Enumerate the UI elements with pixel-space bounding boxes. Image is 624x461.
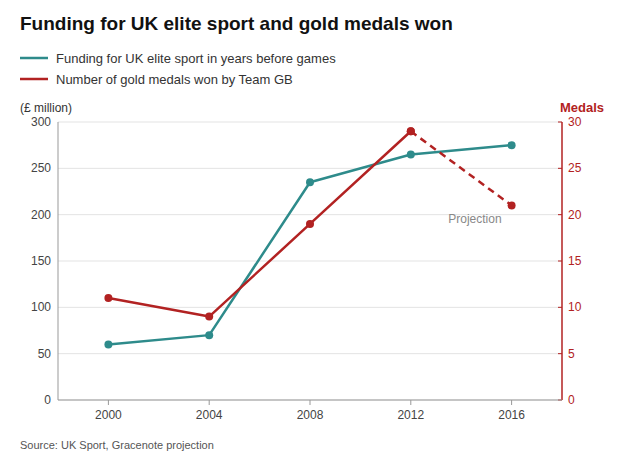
y2-tick <box>558 168 562 169</box>
series <box>104 127 414 320</box>
grid-line <box>58 307 562 308</box>
grid-line <box>58 122 562 123</box>
y-axis-line <box>58 122 59 400</box>
y2-tick <box>558 307 562 308</box>
y2-tick <box>558 214 562 215</box>
series-point <box>104 294 112 302</box>
series-point <box>205 313 213 321</box>
legend-swatch <box>20 78 48 81</box>
x-tick <box>511 400 512 405</box>
grid <box>58 122 562 400</box>
source: Source: UK Sport, Gracenote projection <box>20 439 214 451</box>
y2-tick-label: 5 <box>568 347 575 361</box>
x-tick-label: 2008 <box>297 408 324 422</box>
chart: Funding for UK elite sport and gold meda… <box>0 0 624 461</box>
series-line <box>108 145 511 344</box>
y-tick-label: 250 <box>31 161 51 175</box>
y-tick-label: 100 <box>31 300 51 314</box>
x-tick-label: 2000 <box>95 408 122 422</box>
background <box>0 0 624 461</box>
series-point <box>407 127 415 135</box>
marks <box>104 127 515 348</box>
y2-tick-label: 10 <box>568 300 582 314</box>
series-point <box>306 178 314 186</box>
series <box>407 127 516 209</box>
y-axis-label: (£ million) <box>20 101 72 115</box>
x-tick <box>410 400 411 405</box>
legend-item: Funding for UK elite sport in years befo… <box>20 51 336 66</box>
y-tick-label: 300 <box>31 115 51 129</box>
y-tick-label: 150 <box>31 254 51 268</box>
series-point <box>407 150 415 158</box>
y2-tick-label: 25 <box>568 161 582 175</box>
x-tick-label: 2016 <box>498 408 525 422</box>
grid-line <box>58 168 562 169</box>
annotation: Projection <box>448 212 501 226</box>
y2-tick-label: 20 <box>568 208 582 222</box>
y2-tick <box>558 122 562 123</box>
y2-tick-label: 15 <box>568 254 582 268</box>
x-tick <box>209 400 210 405</box>
x-tick <box>108 400 109 405</box>
legend-swatch <box>20 57 48 60</box>
x-tick-label: 2012 <box>397 408 424 422</box>
series-line <box>108 131 410 316</box>
title: Funding for UK elite sport and gold meda… <box>20 13 453 34</box>
series-point <box>508 201 516 209</box>
x-tick <box>310 400 311 405</box>
series <box>104 141 515 348</box>
series-point <box>104 340 112 348</box>
grid-line <box>58 261 562 262</box>
y2-tick <box>558 261 562 262</box>
series-point <box>205 331 213 339</box>
y-tick-label: 200 <box>31 208 51 222</box>
y-tick-label: 0 <box>44 393 51 407</box>
series-line <box>411 131 512 205</box>
y2-tick-label: 30 <box>568 115 582 129</box>
legend-label: Funding for UK elite sport in years befo… <box>56 51 336 66</box>
series-point <box>508 141 516 149</box>
series-point <box>407 127 415 135</box>
grid-line <box>58 353 562 354</box>
y-tick-label: 50 <box>38 347 52 361</box>
y2-tick-label: 0 <box>568 393 575 407</box>
y2-axis-label: Medals <box>560 100 604 115</box>
x-tick-label: 2004 <box>196 408 223 422</box>
series-point <box>306 220 314 228</box>
y2-tick <box>558 353 562 354</box>
legend-item: Number of gold medals won by Team GB <box>20 72 293 87</box>
legend-label: Number of gold medals won by Team GB <box>56 72 293 87</box>
